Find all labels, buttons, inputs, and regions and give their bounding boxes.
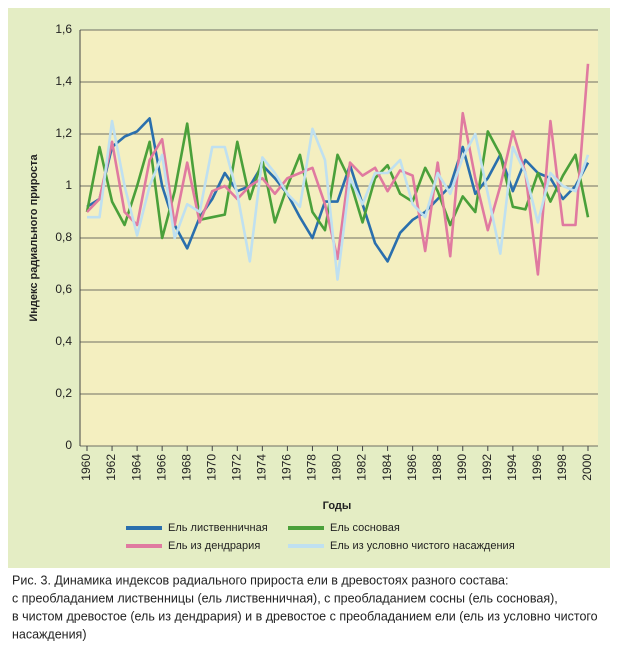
y-tick-label: 1,2: [55, 126, 72, 140]
x-tick-label: 1974: [255, 454, 269, 481]
x-axis-label: Годы: [323, 500, 352, 512]
y-tick-label: 0: [65, 438, 72, 452]
x-tick-label: 1998: [555, 454, 569, 481]
y-tick-label: 0,6: [55, 282, 72, 296]
x-tick-label: 1964: [129, 454, 143, 481]
x-tick-label: 1984: [380, 454, 394, 481]
legend-label: Ель лиственничная: [168, 522, 268, 534]
series-line: [87, 119, 590, 281]
legend-label: Ель из дендрария: [168, 540, 260, 552]
x-tick-label: 1986: [405, 454, 419, 481]
caption: Рис. 3. Динамика индексов радиального пр…: [12, 573, 508, 587]
x-tick-label: 1970: [204, 454, 218, 481]
caption: с преобладанием лиственницы (ель листвен…: [12, 591, 558, 605]
y-tick-label: 1,4: [55, 74, 72, 88]
x-tick-label: 1966: [154, 454, 168, 481]
x-tick-label: 1968: [179, 454, 193, 481]
x-tick-label: 2000: [580, 454, 594, 481]
x-tick-label: 1962: [104, 454, 118, 481]
y-tick-label: 0,4: [55, 334, 72, 348]
x-tick-label: 1990: [455, 454, 469, 481]
caption: насаждения): [12, 627, 86, 641]
x-tick-label: 1976: [280, 454, 294, 481]
y-tick-label: 0,2: [55, 386, 72, 400]
caption: в чистом древостое (ель из дендрария) и …: [12, 609, 598, 623]
x-tick-label: 1972: [229, 454, 243, 481]
y-axis-label: Индекс радиального прироста: [28, 154, 40, 322]
legend-label: Ель сосновая: [330, 522, 400, 534]
x-tick-label: 1978: [305, 454, 319, 481]
x-tick-label: 1994: [505, 454, 519, 481]
series-line: [86, 63, 590, 276]
legend-label: Ель из условно чистого насаждения: [330, 540, 515, 552]
x-tick-label: 1988: [430, 454, 444, 481]
x-tick-label: 1980: [330, 454, 344, 481]
y-tick-label: 1,6: [55, 22, 72, 36]
x-tick-label: 1960: [79, 454, 93, 481]
y-tick-label: 0,8: [55, 230, 72, 244]
x-tick-label: 1996: [530, 454, 544, 481]
y-tick-label: 1: [65, 178, 72, 192]
x-tick-label: 1982: [355, 454, 369, 481]
x-tick-label: 1992: [480, 454, 494, 481]
